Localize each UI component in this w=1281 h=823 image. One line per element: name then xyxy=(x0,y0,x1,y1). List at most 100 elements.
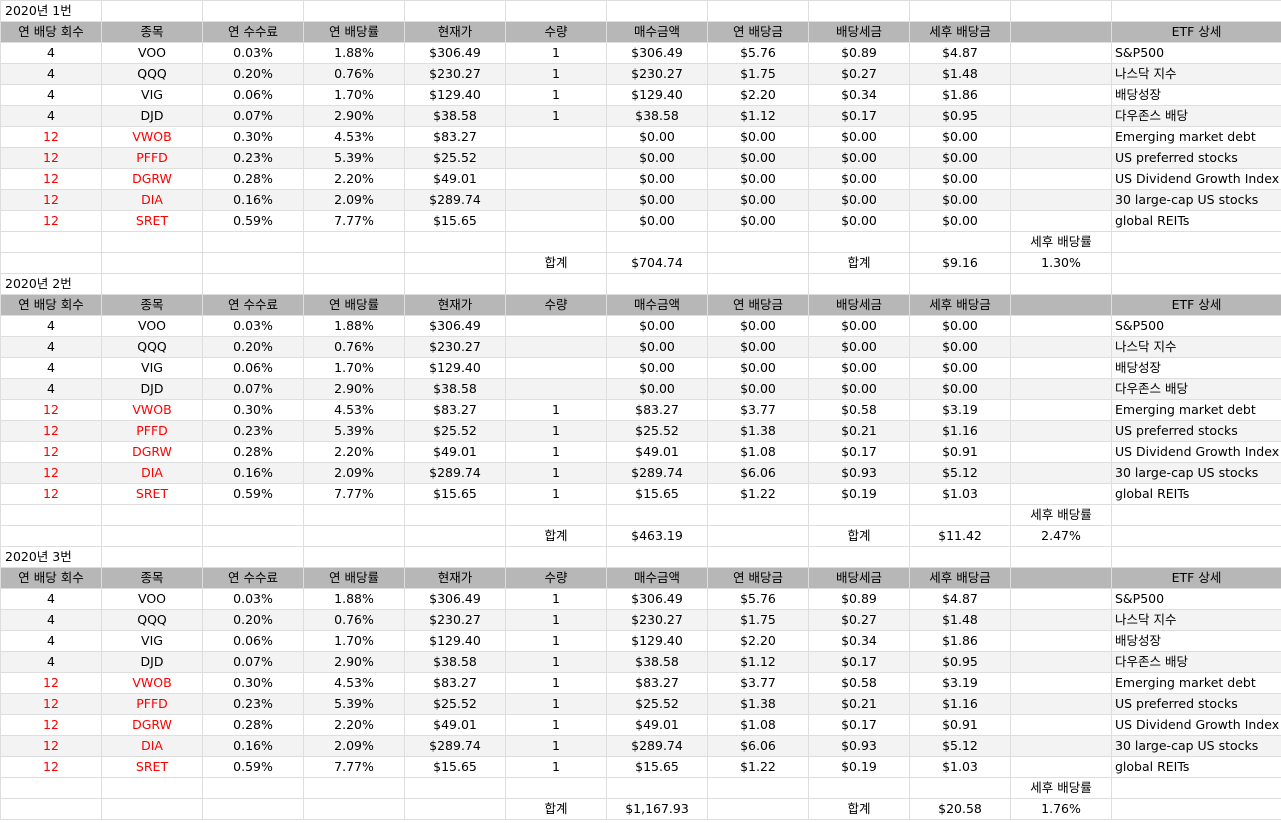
cell-payout-frequency[interactable]: 12 xyxy=(0,420,102,442)
cell-expense-ratio[interactable]: 0.28% xyxy=(202,714,304,736)
cell-etf-detail[interactable]: 30 large-cap US stocks xyxy=(1111,462,1281,484)
cell-expense-ratio[interactable]: 0.23% xyxy=(202,420,304,442)
cell-dividend-yield[interactable]: 2.09% xyxy=(303,735,405,757)
cell-dividend-tax[interactable]: $0.21 xyxy=(808,693,910,715)
empty-cell[interactable] xyxy=(303,777,405,799)
cell-quantity[interactable] xyxy=(505,378,607,400)
column-header-ticker[interactable]: 종목 xyxy=(101,294,203,316)
cell-ticker[interactable]: DIA xyxy=(101,735,203,757)
cell-quantity[interactable]: 1 xyxy=(505,693,607,715)
column-header-annual-dividend[interactable]: 연 배당금 xyxy=(707,21,809,43)
cell-quantity[interactable] xyxy=(505,147,607,169)
column-header-current-price[interactable]: 현재가 xyxy=(404,294,506,316)
cell-etf-detail[interactable]: global REITs xyxy=(1111,756,1281,778)
cell-current-price[interactable]: $289.74 xyxy=(404,735,506,757)
cell-annual-dividend[interactable]: $0.00 xyxy=(707,315,809,337)
column-header-ticker[interactable]: 종목 xyxy=(101,21,203,43)
cell-annual-dividend[interactable]: $1.38 xyxy=(707,693,809,715)
empty-cell[interactable] xyxy=(707,546,809,568)
cell-blank[interactable] xyxy=(1010,42,1112,64)
cell-annual-dividend[interactable]: $1.75 xyxy=(707,609,809,631)
cell-purchase-amount[interactable]: $83.27 xyxy=(606,399,708,421)
cell-dividend-tax[interactable]: $0.34 xyxy=(808,630,910,652)
cell-annual-dividend[interactable]: $0.00 xyxy=(707,210,809,232)
cell-purchase-amount[interactable]: $0.00 xyxy=(606,189,708,211)
cell-quantity[interactable]: 1 xyxy=(505,441,607,463)
cell-dividend-tax[interactable]: $0.93 xyxy=(808,735,910,757)
cell-after-tax-dividend[interactable]: $0.00 xyxy=(909,126,1011,148)
empty-cell[interactable] xyxy=(909,0,1011,22)
cell-after-tax-dividend[interactable]: $1.86 xyxy=(909,630,1011,652)
cell-payout-frequency[interactable]: 4 xyxy=(0,84,102,106)
cell-ticker[interactable]: VIG xyxy=(101,630,203,652)
cell-quantity[interactable]: 1 xyxy=(505,399,607,421)
cell-quantity[interactable]: 1 xyxy=(505,462,607,484)
cell-etf-detail[interactable]: US Dividend Growth Index xyxy=(1111,168,1281,190)
cell-payout-frequency[interactable]: 12 xyxy=(0,735,102,757)
empty-cell[interactable] xyxy=(606,231,708,253)
cell-blank[interactable] xyxy=(1010,735,1112,757)
empty-cell[interactable] xyxy=(0,525,102,547)
total-label[interactable]: 합계 xyxy=(808,798,910,820)
cell-quantity[interactable]: 1 xyxy=(505,630,607,652)
cell-blank[interactable] xyxy=(1010,126,1112,148)
cell-ticker[interactable]: PFFD xyxy=(101,693,203,715)
cell-current-price[interactable]: $129.40 xyxy=(404,84,506,106)
empty-cell[interactable] xyxy=(101,525,203,547)
cell-quantity[interactable] xyxy=(505,315,607,337)
cell-payout-frequency[interactable]: 4 xyxy=(0,42,102,64)
column-header-expense-ratio[interactable]: 연 수수료 xyxy=(202,294,304,316)
cell-after-tax-dividend[interactable]: $0.00 xyxy=(909,210,1011,232)
empty-cell[interactable] xyxy=(303,273,405,295)
cell-annual-dividend[interactable]: $0.00 xyxy=(707,126,809,148)
empty-cell[interactable] xyxy=(404,546,506,568)
cell-blank[interactable] xyxy=(1010,588,1112,610)
cell-payout-frequency[interactable]: 12 xyxy=(0,672,102,694)
cell-after-tax-dividend[interactable]: $0.91 xyxy=(909,714,1011,736)
column-header-dividend-tax[interactable]: 배당세금 xyxy=(808,294,910,316)
cell-blank[interactable] xyxy=(1010,336,1112,358)
cell-payout-frequency[interactable]: 4 xyxy=(0,357,102,379)
cell-purchase-amount[interactable]: $0.00 xyxy=(606,378,708,400)
cell-annual-dividend[interactable]: $0.00 xyxy=(707,357,809,379)
cell-quantity[interactable] xyxy=(505,336,607,358)
cell-payout-frequency[interactable]: 12 xyxy=(0,168,102,190)
cell-current-price[interactable]: $129.40 xyxy=(404,630,506,652)
cell-quantity[interactable]: 1 xyxy=(505,84,607,106)
empty-cell[interactable] xyxy=(1010,0,1112,22)
cell-ticker[interactable]: DJD xyxy=(101,378,203,400)
cell-purchase-amount[interactable]: $15.65 xyxy=(606,483,708,505)
cell-dividend-yield[interactable]: 2.20% xyxy=(303,714,405,736)
cell-dividend-yield[interactable]: 5.39% xyxy=(303,420,405,442)
cell-quantity[interactable]: 1 xyxy=(505,756,607,778)
section-title[interactable]: 2020년 2번 xyxy=(0,273,102,295)
cell-expense-ratio[interactable]: 0.03% xyxy=(202,588,304,610)
empty-cell[interactable] xyxy=(404,798,506,820)
cell-annual-dividend[interactable]: $1.22 xyxy=(707,483,809,505)
cell-blank[interactable] xyxy=(1010,630,1112,652)
cell-purchase-amount[interactable]: $289.74 xyxy=(606,462,708,484)
cell-etf-detail[interactable]: 다우존스 배당 xyxy=(1111,105,1281,127)
cell-dividend-yield[interactable]: 4.53% xyxy=(303,672,405,694)
cell-dividend-yield[interactable]: 2.90% xyxy=(303,651,405,673)
cell-annual-dividend[interactable]: $6.06 xyxy=(707,462,809,484)
column-header-after-tax-dividend[interactable]: 세후 배당금 xyxy=(909,567,1011,589)
empty-cell[interactable] xyxy=(0,798,102,820)
empty-cell[interactable] xyxy=(303,231,405,253)
empty-cell[interactable] xyxy=(606,0,708,22)
empty-cell[interactable] xyxy=(202,231,304,253)
cell-annual-dividend[interactable]: $1.08 xyxy=(707,441,809,463)
cell-blank[interactable] xyxy=(1010,63,1112,85)
cell-expense-ratio[interactable]: 0.16% xyxy=(202,462,304,484)
cell-etf-detail[interactable]: 배당성장 xyxy=(1111,357,1281,379)
cell-ticker[interactable]: DGRW xyxy=(101,168,203,190)
cell-current-price[interactable]: $49.01 xyxy=(404,441,506,463)
cell-annual-dividend[interactable]: $0.00 xyxy=(707,189,809,211)
empty-cell[interactable] xyxy=(808,777,910,799)
cell-etf-detail[interactable]: US preferred stocks xyxy=(1111,693,1281,715)
cell-payout-frequency[interactable]: 12 xyxy=(0,210,102,232)
total-purchase-amount[interactable]: $1,167.93 xyxy=(606,798,708,820)
column-header-annual-dividend[interactable]: 연 배당금 xyxy=(707,567,809,589)
cell-current-price[interactable]: $15.65 xyxy=(404,756,506,778)
cell-etf-detail[interactable]: US Dividend Growth Index xyxy=(1111,441,1281,463)
